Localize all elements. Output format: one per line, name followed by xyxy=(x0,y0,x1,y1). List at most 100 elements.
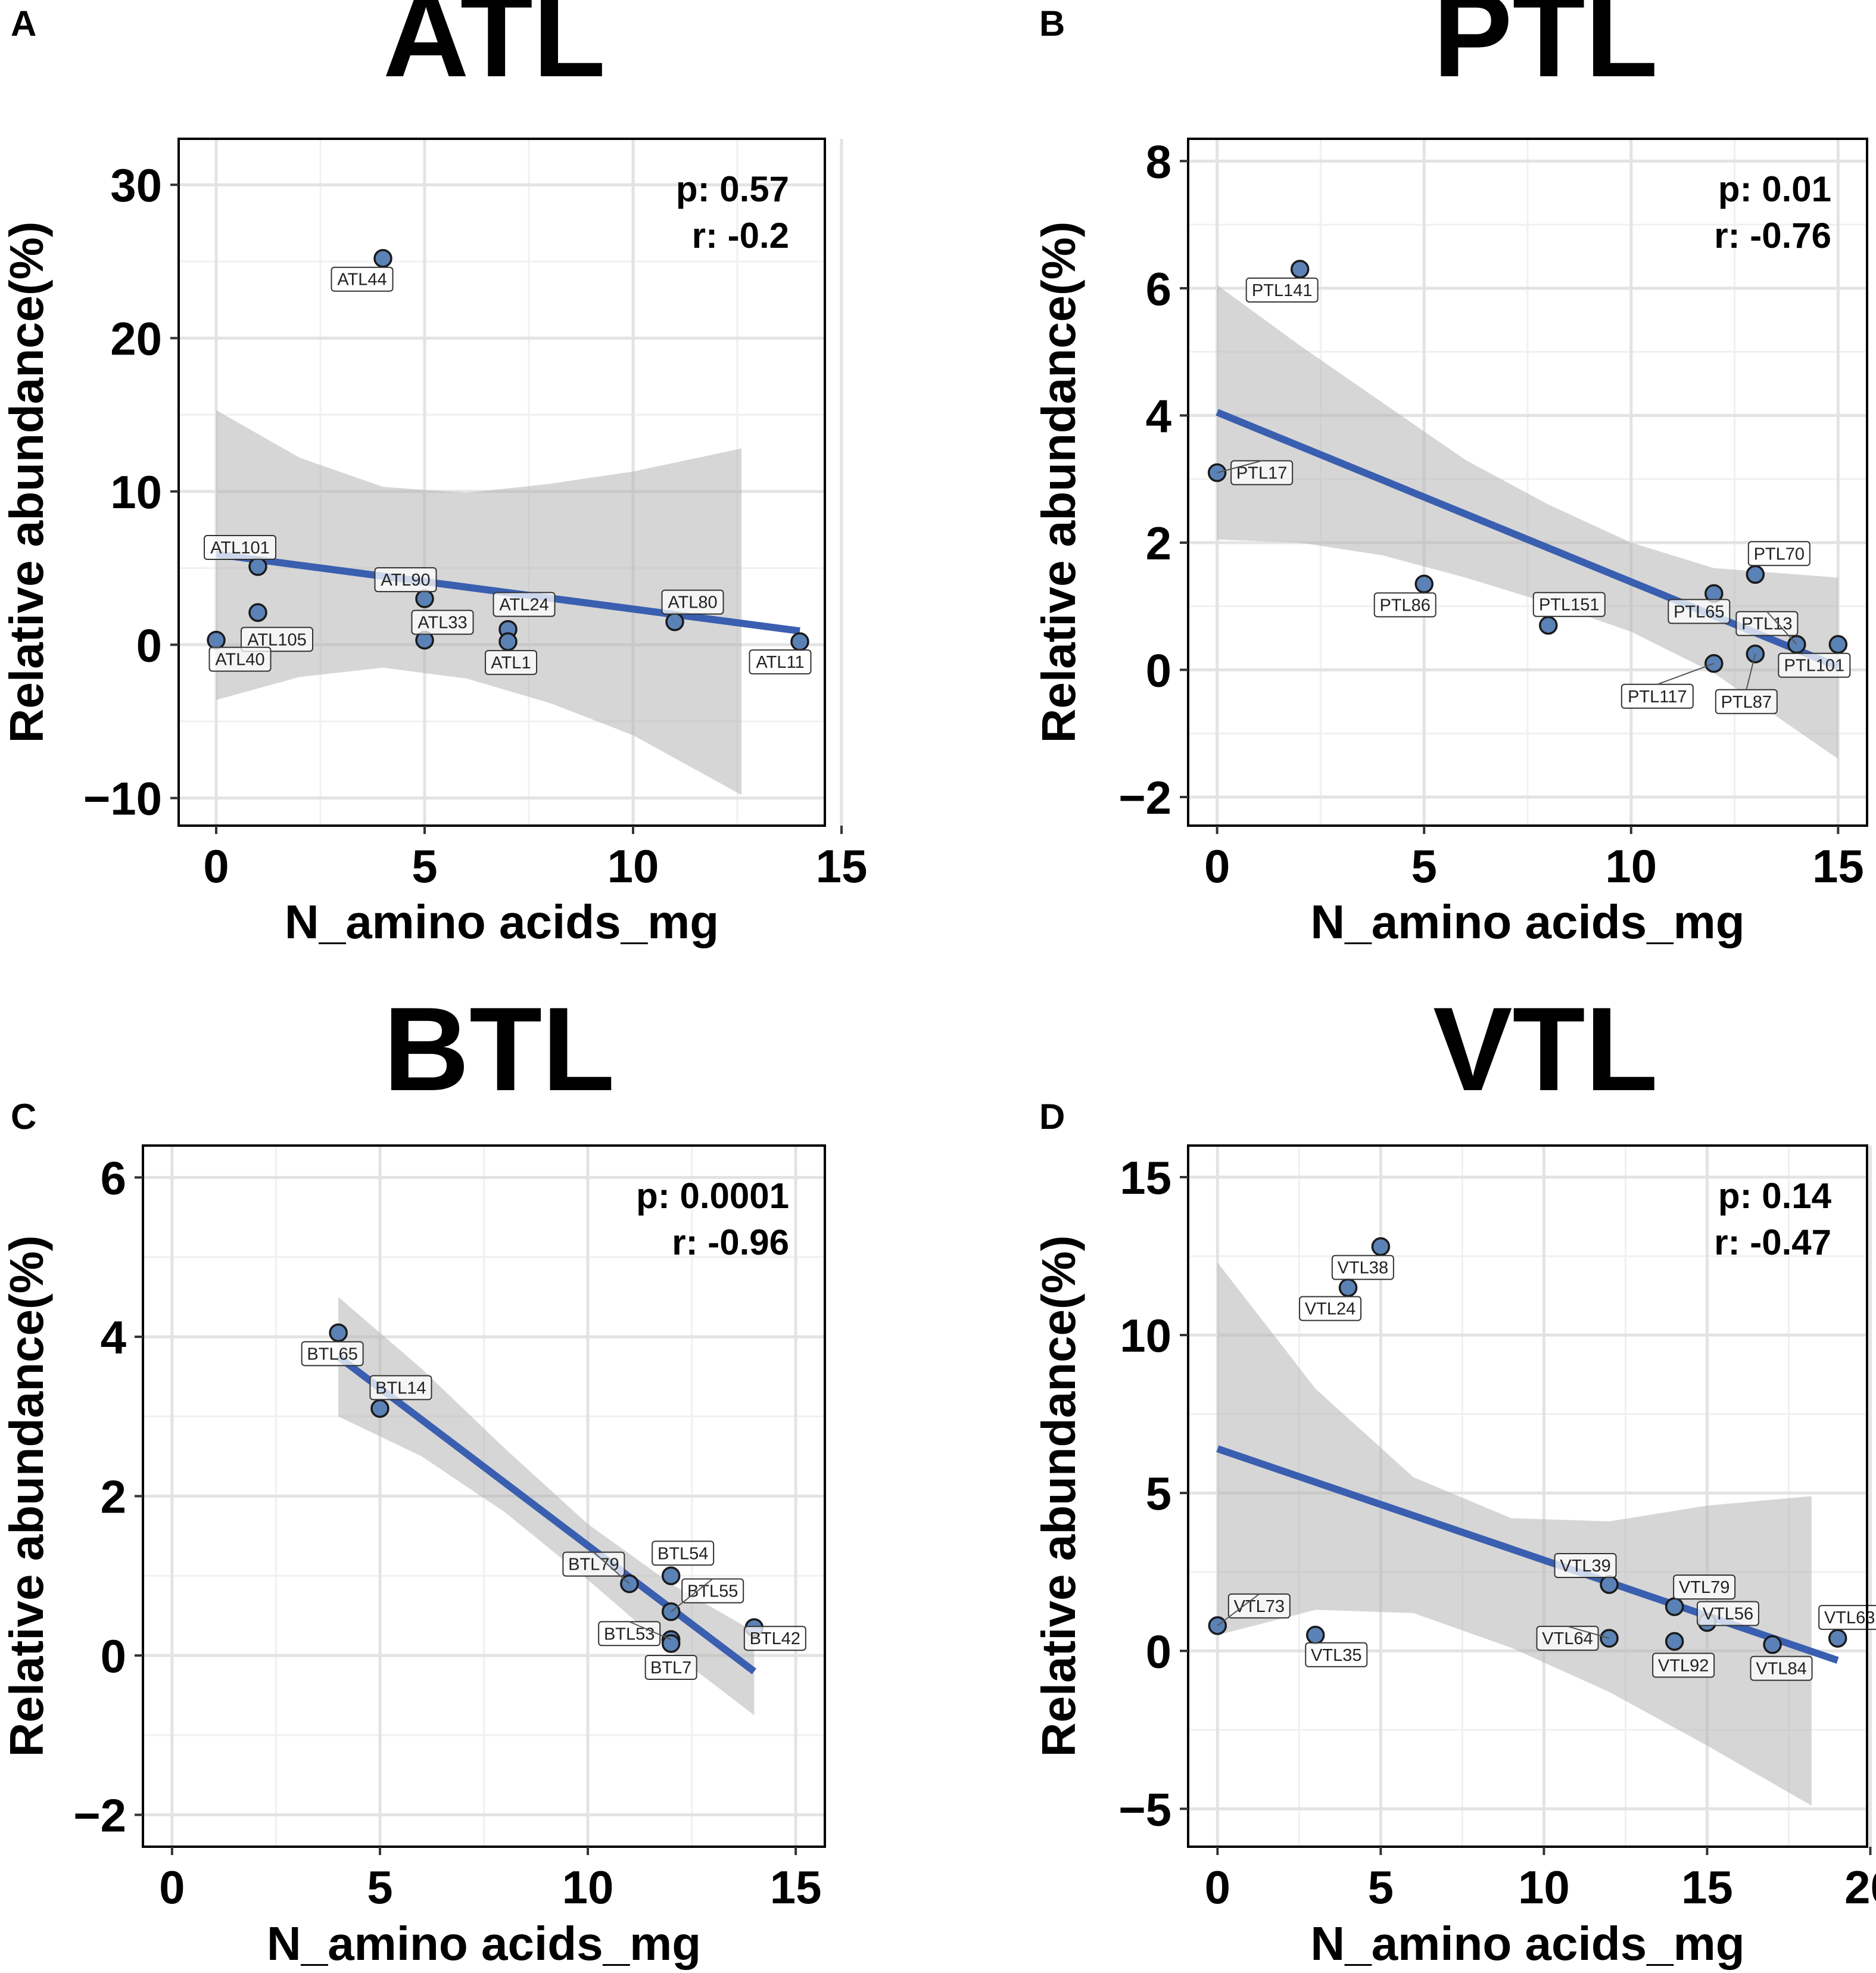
data-point xyxy=(207,630,226,650)
data-point xyxy=(1665,1632,1684,1651)
label-leader xyxy=(593,1551,630,1585)
point-label: BTL79 xyxy=(568,1555,619,1574)
y-tick-label: 4 xyxy=(1146,390,1171,442)
panel-letter: D xyxy=(1039,1097,1065,1137)
y-tick-label: 20 xyxy=(110,313,162,365)
panel-a: A ATLATL44ATL101ATL105ATL40ATL90ATL33ATL2… xyxy=(0,0,867,948)
point-label: BTL14 xyxy=(375,1378,426,1398)
y-axis-label: Relative abundance(%) xyxy=(1032,1236,1085,1757)
point-label-box xyxy=(411,609,474,635)
data-point xyxy=(370,1399,389,1418)
p-value-label: p: 0.0001 xyxy=(636,1176,789,1216)
y-tick-label: 15 xyxy=(1120,1152,1171,1204)
y-tick-label: 30 xyxy=(110,159,162,211)
point-label-box xyxy=(1673,1574,1736,1600)
point-label: VTL73 xyxy=(1234,1597,1285,1616)
point-label-box xyxy=(661,589,724,615)
r-value-label: r: -0.47 xyxy=(1714,1222,1831,1262)
data-point xyxy=(1763,1635,1782,1654)
r-value-label: r: -0.2 xyxy=(692,216,789,256)
data-point xyxy=(1338,1278,1358,1297)
data-point xyxy=(1414,574,1434,594)
chart-title: VTL xyxy=(1433,983,1658,1116)
point-label: ATL40 xyxy=(215,651,264,670)
x-tick-label: 10 xyxy=(562,1861,614,1913)
x-axis-label: N_amino acids_mg xyxy=(1310,895,1744,948)
point-label: PTL117 xyxy=(1628,687,1687,707)
point-label-box xyxy=(743,1626,806,1651)
x-tick-label: 0 xyxy=(203,840,229,892)
panel-letter: C xyxy=(11,1097,36,1137)
p-value-label: p: 0.57 xyxy=(676,169,789,209)
point-label: VTL56 xyxy=(1703,1605,1753,1624)
point-label: VTL92 xyxy=(1658,1656,1709,1675)
data-point xyxy=(1306,1626,1325,1645)
y-tick-label: 0 xyxy=(101,1630,126,1682)
data-point xyxy=(1746,565,1765,584)
confidence-band xyxy=(216,410,741,795)
panel-letter: A xyxy=(11,4,36,43)
point-label-box xyxy=(1696,1601,1759,1626)
point-label: ATL24 xyxy=(499,596,549,615)
point-label-box xyxy=(1750,1655,1813,1681)
x-tick-label: 0 xyxy=(1205,1861,1230,1913)
label-leader xyxy=(1657,662,1715,685)
x-tick-label: 5 xyxy=(412,840,437,892)
x-tick-label: 0 xyxy=(159,1861,185,1913)
x-tick-label: 0 xyxy=(1204,840,1230,892)
y-tick-label: 5 xyxy=(1146,1467,1171,1520)
y-axis-label: Relative abundance(%) xyxy=(0,1236,53,1757)
point-label: VTL39 xyxy=(1560,1557,1610,1576)
y-tick-label: −5 xyxy=(1118,1783,1171,1835)
point-label-box xyxy=(652,1541,715,1566)
confidence-band xyxy=(338,1297,755,1716)
point-label: ATL105 xyxy=(247,630,306,649)
data-point xyxy=(329,1323,348,1343)
x-tick-label: 15 xyxy=(770,1861,822,1913)
point-label: PTL141 xyxy=(1252,281,1313,300)
y-tick-label: −2 xyxy=(73,1790,126,1842)
point-label: ATL33 xyxy=(417,614,467,633)
point-label: BTL42 xyxy=(750,1629,800,1648)
y-tick-label: 4 xyxy=(101,1311,126,1364)
regression-line xyxy=(336,1353,756,1675)
point-label: PTL87 xyxy=(1721,693,1772,712)
point-label-box xyxy=(485,650,537,676)
y-tick-label: −10 xyxy=(83,773,162,825)
y-tick-label: 0 xyxy=(1146,644,1171,696)
panel-d: D VTL VTL38 VTL24 VTL73 VTL35 VTL39 VTL64 VTL79 V… xyxy=(1032,983,1876,1970)
label-leader xyxy=(1217,460,1262,474)
point-label: PTL101 xyxy=(1784,656,1845,676)
point-label-box xyxy=(1305,1642,1368,1667)
point-label-box xyxy=(1245,277,1319,303)
point-label: VTL84 xyxy=(1756,1660,1806,1679)
data-point xyxy=(661,1566,681,1585)
data-point xyxy=(248,557,267,576)
point-label: ATL11 xyxy=(756,653,804,672)
chart-title: ATL xyxy=(383,0,606,102)
point-label-box xyxy=(493,592,556,617)
point-label-box xyxy=(241,627,313,652)
point-label-box xyxy=(1778,652,1851,678)
y-tick-label: 0 xyxy=(136,619,162,671)
point-label-box xyxy=(1331,1255,1394,1280)
data-point xyxy=(248,603,267,623)
data-point xyxy=(1290,260,1310,279)
y-axis-label: Relative abundance(%) xyxy=(0,222,53,743)
data-point xyxy=(1665,1597,1684,1616)
data-point xyxy=(1600,1575,1619,1594)
data-point xyxy=(665,612,684,631)
r-value-label: r: -0.96 xyxy=(672,1222,789,1262)
data-point xyxy=(498,632,518,651)
x-tick-label: 15 xyxy=(1681,1861,1733,1913)
data-point xyxy=(1539,615,1558,635)
x-tick-label: 5 xyxy=(1368,1861,1394,1913)
point-label: VTL24 xyxy=(1305,1300,1355,1319)
point-label-box xyxy=(1818,1605,1876,1630)
point-label: PTL17 xyxy=(1236,463,1287,483)
regression-line xyxy=(1216,409,1840,670)
panel-letter: B xyxy=(1039,4,1065,43)
x-tick-label: 5 xyxy=(1411,840,1437,892)
y-tick-label: 8 xyxy=(1146,135,1171,188)
point-label: PTL86 xyxy=(1379,596,1430,615)
